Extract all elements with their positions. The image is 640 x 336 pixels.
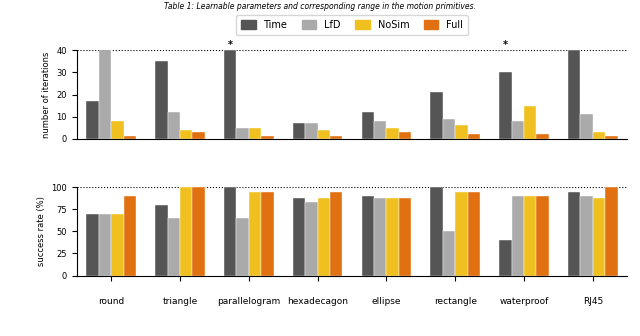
Bar	[399, 132, 411, 139]
Bar	[156, 205, 168, 276]
Bar	[468, 134, 480, 139]
Bar	[249, 192, 261, 276]
Bar	[249, 128, 261, 139]
Bar	[224, 187, 236, 276]
Bar	[293, 123, 305, 139]
Bar	[180, 187, 193, 276]
Bar	[511, 121, 524, 139]
Bar	[124, 196, 136, 276]
Bar	[362, 112, 374, 139]
Bar	[111, 214, 124, 276]
Text: *: *	[228, 40, 233, 50]
Bar	[111, 121, 124, 139]
Bar	[330, 136, 342, 139]
Bar	[305, 202, 317, 276]
Bar	[499, 240, 511, 276]
Bar	[180, 130, 193, 139]
Bar	[86, 101, 99, 139]
Bar	[124, 136, 136, 139]
Bar	[330, 192, 342, 276]
Legend: Time, LfD, NoSim, Full: Time, LfD, NoSim, Full	[236, 15, 468, 35]
Bar	[443, 119, 455, 139]
Bar	[236, 218, 249, 276]
Bar	[387, 198, 399, 276]
Bar	[431, 92, 443, 139]
Bar	[499, 73, 511, 139]
Y-axis label: success rate (%): success rate (%)	[36, 197, 46, 266]
Bar	[536, 134, 548, 139]
Bar	[224, 50, 236, 139]
Bar	[524, 106, 536, 139]
Bar	[593, 198, 605, 276]
Bar	[568, 50, 580, 139]
Y-axis label: number of iterations: number of iterations	[42, 51, 51, 138]
Bar	[193, 132, 205, 139]
Bar	[99, 214, 111, 276]
Text: Table 1: Learnable parameters and corresponding range in the motion primitives.: Table 1: Learnable parameters and corres…	[164, 2, 476, 11]
Bar	[580, 196, 593, 276]
Bar	[443, 232, 455, 276]
Bar	[293, 198, 305, 276]
Bar	[468, 192, 480, 276]
Bar	[362, 196, 374, 276]
Bar	[99, 0, 111, 139]
Bar	[261, 136, 273, 139]
Bar	[374, 198, 387, 276]
Bar	[399, 198, 411, 276]
Bar	[86, 214, 99, 276]
Bar	[455, 125, 468, 139]
Bar	[536, 196, 548, 276]
Bar	[387, 128, 399, 139]
Bar	[374, 121, 387, 139]
Bar	[511, 196, 524, 276]
Bar	[168, 112, 180, 139]
Bar	[317, 130, 330, 139]
Bar	[305, 123, 317, 139]
Bar	[580, 114, 593, 139]
Bar	[524, 196, 536, 276]
Bar	[455, 192, 468, 276]
Bar	[317, 198, 330, 276]
Bar	[156, 61, 168, 139]
Bar	[605, 187, 618, 276]
Bar	[593, 132, 605, 139]
Bar	[431, 187, 443, 276]
Bar	[261, 192, 273, 276]
Bar	[236, 128, 249, 139]
Bar	[568, 192, 580, 276]
Bar	[605, 136, 618, 139]
Bar	[193, 187, 205, 276]
Bar	[168, 218, 180, 276]
Text: *: *	[503, 40, 508, 50]
